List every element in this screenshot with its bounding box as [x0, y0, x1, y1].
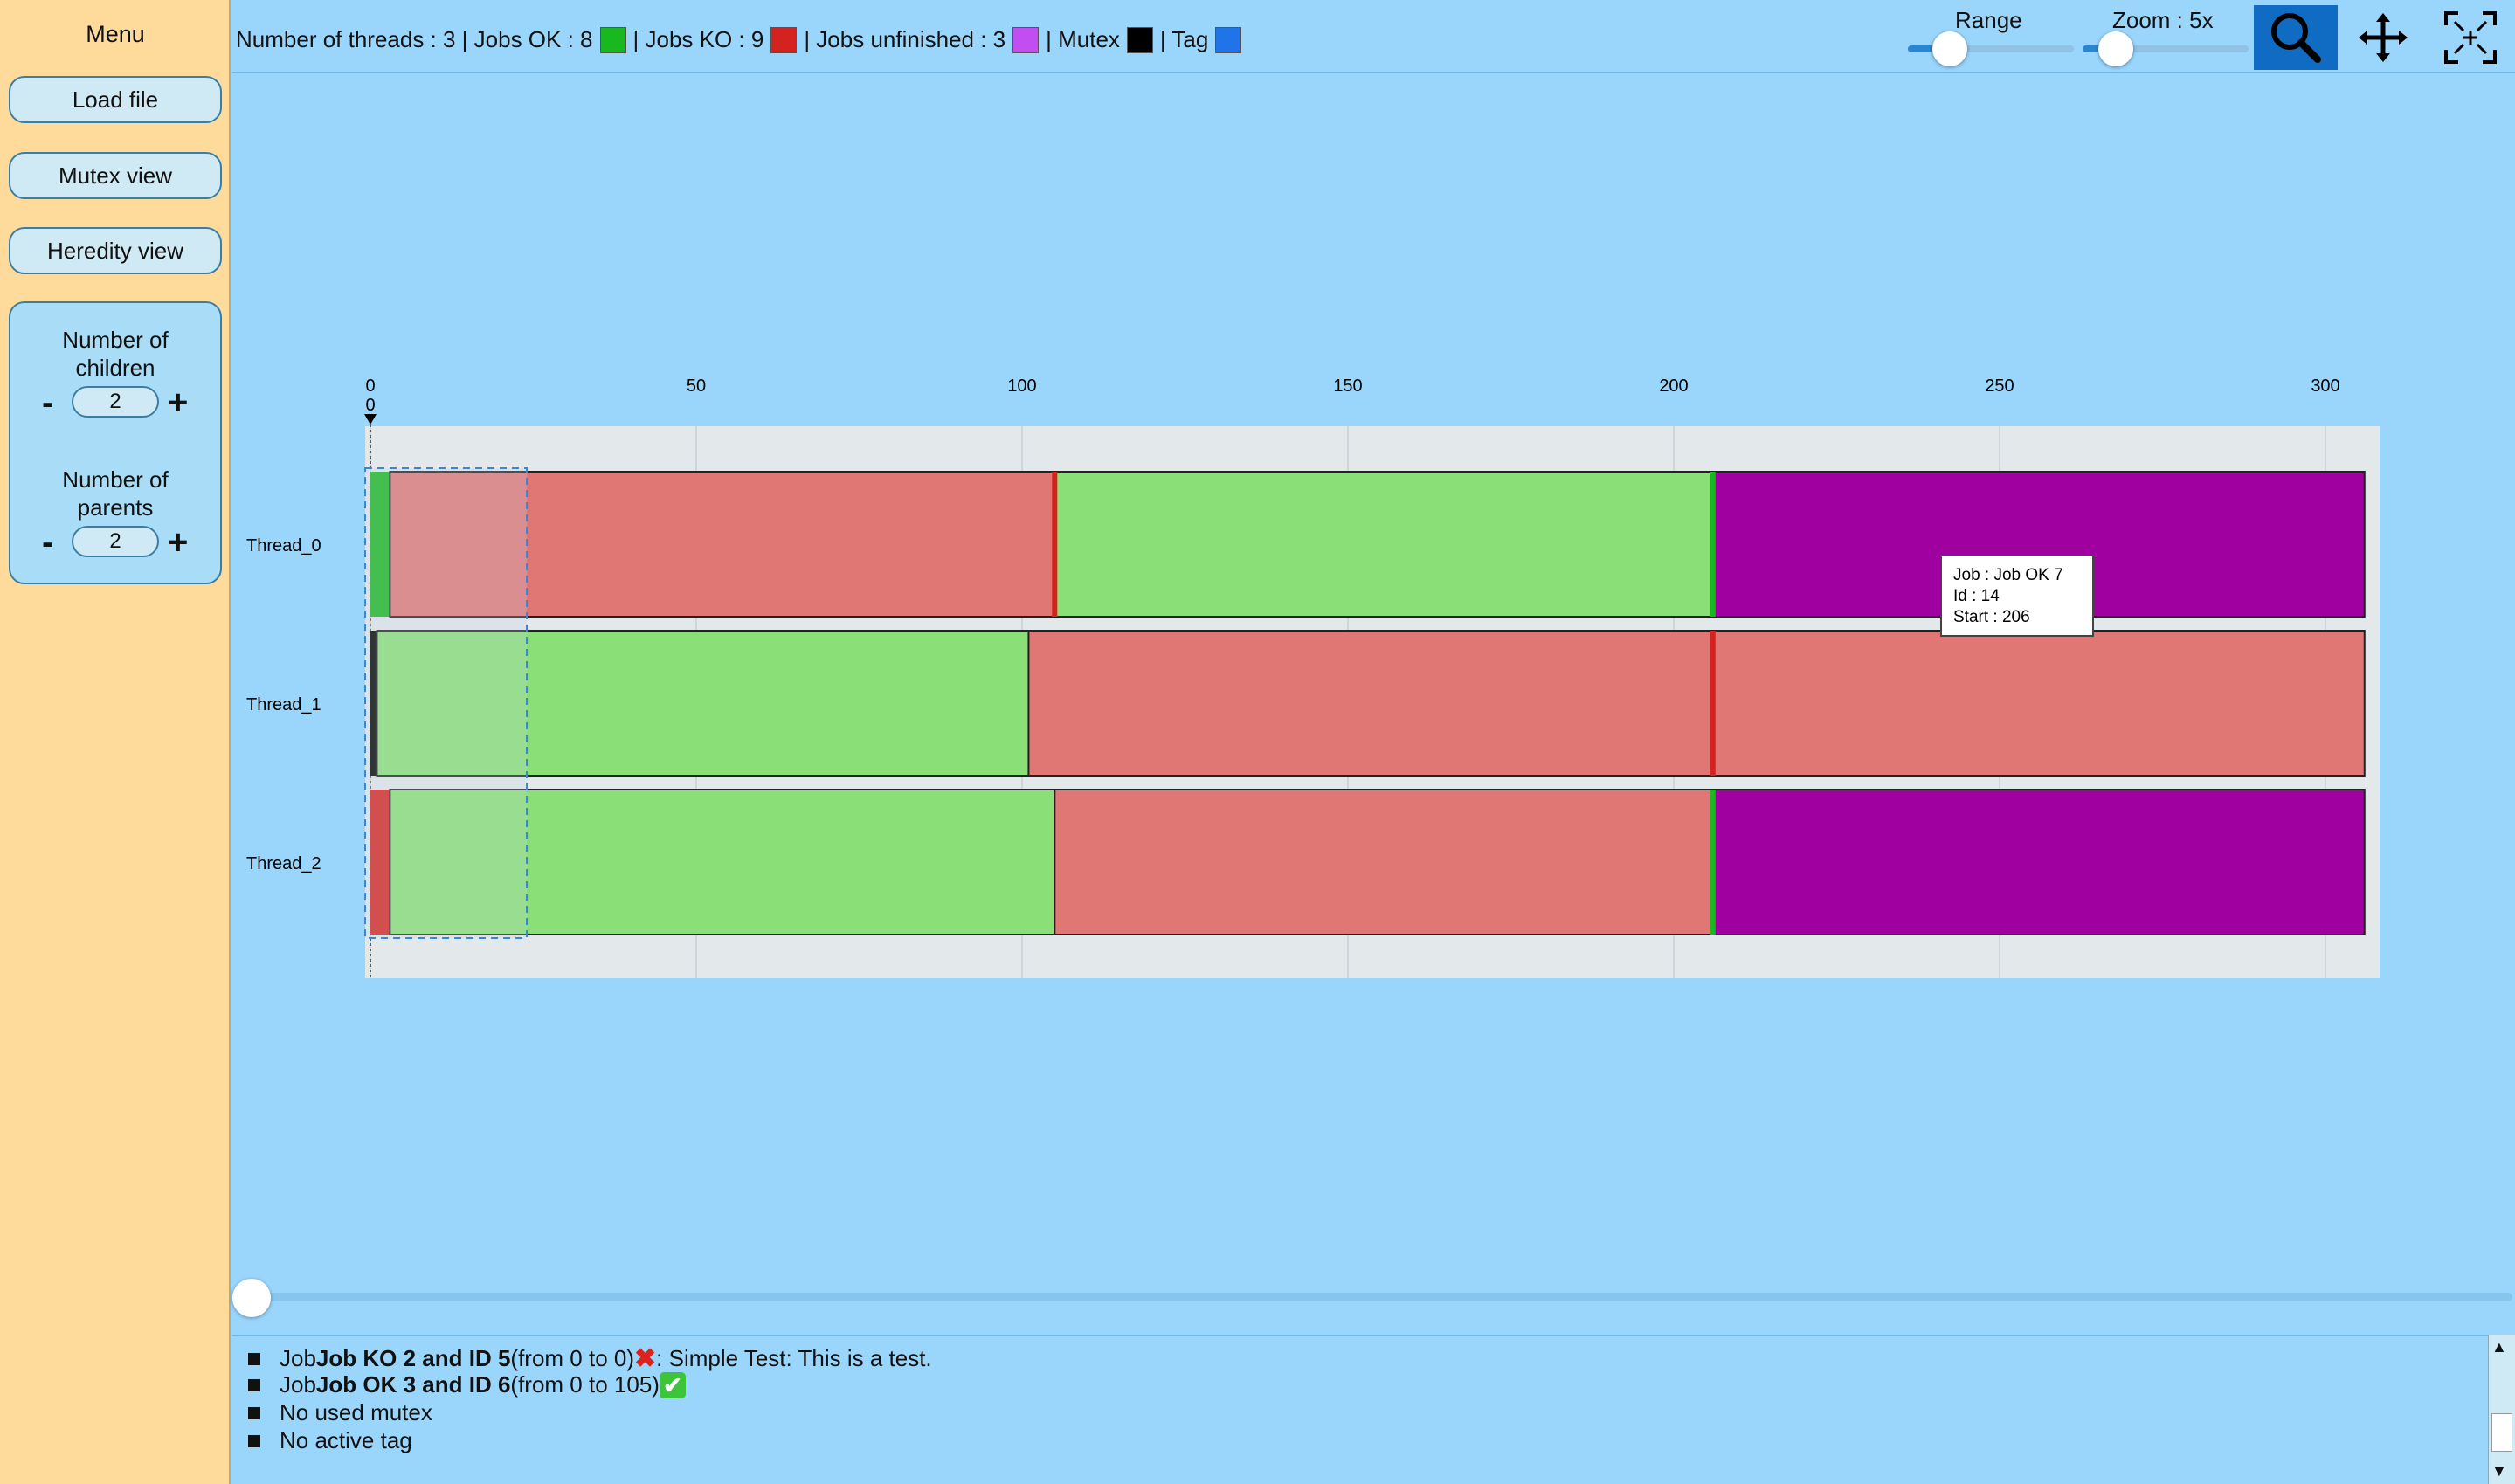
- range-slider[interactable]: [1908, 45, 2074, 52]
- job-bar[interactable]: [370, 631, 377, 776]
- zoom-tool-button[interactable]: [2254, 5, 2338, 70]
- range-slider-thumb[interactable]: [1931, 31, 1967, 66]
- log-item-ok: Job Job OK 3 and ID 6 (from 0 to 105) ✔: [248, 1371, 686, 1398]
- job-tooltip: Job : Job OK 7 Id : 14 Start : 206: [1940, 555, 2094, 637]
- range-slider-fill: [1908, 45, 1950, 52]
- x-tick-label: 150: [1333, 376, 1362, 396]
- x-tick-label: 50: [687, 376, 706, 396]
- children-count-input[interactable]: 2: [72, 386, 159, 418]
- zoom-slider-thumb[interactable]: [2098, 31, 2133, 66]
- fit-screen-button[interactable]: [2429, 5, 2512, 70]
- job-start-marker: [1710, 472, 1716, 617]
- ok-swatch: [599, 26, 626, 53]
- children-label: Number of: [62, 327, 169, 353]
- x-tick-label: 250: [1985, 376, 2014, 396]
- log-range: (from 0 to 105): [510, 1371, 660, 1398]
- log-mutex-status: No used mutex: [280, 1399, 432, 1425]
- children-label-2: children: [75, 355, 155, 381]
- pan-tool-button[interactable]: [2341, 5, 2425, 70]
- job-bar[interactable]: [376, 630, 1030, 777]
- move-arrows-icon: [2359, 13, 2408, 62]
- header-bar: Number of threads : 3 | Jobs OK : 8 | Jo…: [232, 0, 2515, 73]
- timeline-scroll-track[interactable]: [241, 1293, 2512, 1301]
- fit-screen-icon: [2444, 11, 2497, 64]
- bullet-icon: [248, 1406, 260, 1419]
- thread-label: Thread_2: [246, 854, 321, 873]
- x-tick-label: 200: [1659, 376, 1688, 396]
- heredity-view-button[interactable]: Heredity view: [9, 227, 222, 274]
- cursor-label: 0: [365, 396, 375, 415]
- parents-decrement-button[interactable]: -: [42, 523, 54, 562]
- log-item-mutex: No used mutex: [248, 1399, 432, 1426]
- ko-text: | Jobs KO : 9: [632, 26, 764, 52]
- job-bar[interactable]: [1027, 630, 2366, 777]
- tooltip-line: Start : 206: [1953, 608, 2030, 626]
- check-mark-icon: ✔: [659, 1371, 686, 1398]
- children-increment-button[interactable]: +: [168, 383, 189, 422]
- menu-title: Menu: [86, 21, 145, 47]
- log-job-name: Job KO 2 and ID 5: [315, 1345, 511, 1371]
- x-tick-label: 0: [365, 376, 375, 396]
- log-job-name: Job OK 3 and ID 6: [315, 1371, 511, 1398]
- bullet-icon: [248, 1378, 260, 1391]
- mutex-text: | Mutex: [1046, 26, 1120, 52]
- log-item-ko: Job Job KO 2 and ID 5 (from 0 to 0) ✖ : …: [248, 1343, 932, 1374]
- job-bar[interactable]: [370, 472, 390, 617]
- job-bar[interactable]: [1711, 789, 2366, 935]
- cursor-arrow-icon: [364, 414, 377, 424]
- range-label: Range: [1955, 7, 2022, 33]
- unfinished-text: | Jobs unfinished : 3: [804, 26, 1006, 52]
- job-bar[interactable]: [1054, 789, 1714, 935]
- log-message: : Simple Test: This is a test.: [656, 1345, 932, 1371]
- thread-label: Thread_0: [246, 536, 321, 556]
- timeline-scroll-thumb[interactable]: [232, 1279, 271, 1317]
- tooltip-box: [1940, 555, 2094, 637]
- selection-box[interactable]: [364, 467, 529, 939]
- job-bar[interactable]: [389, 789, 1056, 935]
- log-scrollbar[interactable]: ▲ ▼: [2488, 1335, 2515, 1484]
- parents-count-input[interactable]: 2: [72, 526, 159, 557]
- tag-text: | Tag: [1159, 26, 1209, 52]
- job-start-marker: [1710, 790, 1716, 935]
- scroll-up-icon[interactable]: ▲: [2491, 1338, 2507, 1356]
- load-file-button[interactable]: Load file: [9, 76, 222, 123]
- threads-ok-text: Number of threads : 3 | Jobs OK : 8: [236, 26, 593, 52]
- zoom-label: Zoom : 5x: [2112, 7, 2214, 33]
- cross-mark-icon: ✖: [634, 1344, 657, 1373]
- thread-label: Thread_1: [246, 695, 321, 714]
- bullet-icon: [248, 1352, 260, 1365]
- job-bar[interactable]: [370, 790, 390, 935]
- job-bar[interactable]: [389, 471, 1056, 618]
- tag-swatch: [1215, 26, 1242, 53]
- scroll-down-icon[interactable]: ▼: [2491, 1462, 2507, 1480]
- log-prefix: Job: [280, 1345, 316, 1371]
- children-decrement-button[interactable]: -: [42, 383, 54, 422]
- mutex-swatch: [1126, 26, 1153, 53]
- log-range: (from 0 to 0): [510, 1345, 635, 1371]
- parents-increment-button[interactable]: +: [168, 523, 189, 562]
- stepper-panel: Number of children - 2 + Number of paren…: [9, 301, 222, 584]
- log-prefix: Job: [280, 1371, 316, 1398]
- log-scroll-thumb[interactable]: [2491, 1413, 2512, 1452]
- sidebar: Menu Load file Mutex view Heredity view …: [0, 0, 231, 1484]
- mutex-view-button[interactable]: Mutex view: [9, 152, 222, 199]
- stats-summary: Number of threads : 3 | Jobs OK : 8 | Jo…: [236, 26, 1248, 53]
- x-tick-label: 100: [1007, 376, 1036, 396]
- job-start-marker: [1052, 472, 1058, 617]
- tooltip-line: Id : 14: [1953, 587, 2000, 605]
- job-details-log: Job Job KO 2 and ID 5 (from 0 to 0) ✖ : …: [232, 1335, 2490, 1484]
- job-bar[interactable]: [1054, 471, 1714, 618]
- job-start-marker: [1710, 631, 1716, 776]
- parents-label: Number of: [62, 466, 169, 493]
- unfinished-swatch: [1012, 26, 1040, 53]
- parents-label-2: parents: [77, 494, 154, 521]
- log-item-tag: No active tag: [248, 1427, 412, 1454]
- magnifier-icon: [2271, 13, 2321, 63]
- x-tick-label: 300: [2311, 376, 2339, 396]
- bullet-icon: [248, 1434, 260, 1447]
- tooltip-line: Job : Job OK 7: [1953, 566, 2063, 584]
- gantt-chart[interactable]: 0 50 100 150 200 250 300 0 Thread_0 Thread_1 Thre…: [232, 75, 2515, 1272]
- ko-swatch: [770, 26, 798, 53]
- log-tag-status: No active tag: [280, 1427, 412, 1453]
